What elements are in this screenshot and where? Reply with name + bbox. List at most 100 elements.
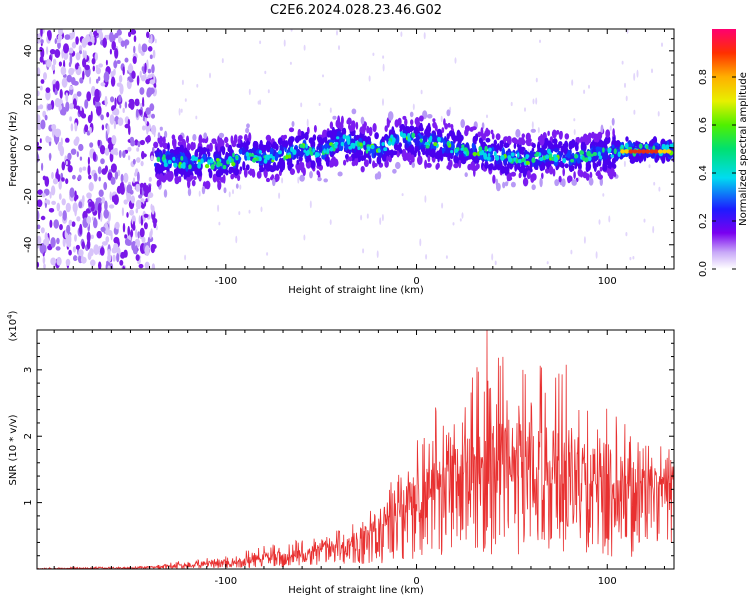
signal-peak — [624, 149, 630, 154]
signal-core — [425, 144, 430, 149]
noise-speck — [140, 75, 146, 82]
faint-speck — [368, 75, 371, 82]
signal-core — [437, 136, 441, 143]
faint-speck — [264, 70, 267, 75]
signal-speck — [613, 141, 619, 146]
signal-speck — [541, 172, 544, 179]
noise-speck — [95, 101, 101, 107]
noise-speck — [134, 245, 138, 255]
x-tick-label: 0 — [413, 276, 419, 287]
noise-speck — [64, 34, 71, 40]
faint-speck — [283, 39, 286, 47]
signal-speck — [504, 181, 509, 187]
noise-speck — [61, 49, 64, 59]
noise-speck — [123, 172, 129, 183]
signal-speck — [277, 161, 281, 169]
signal-core — [336, 136, 340, 140]
faint-speck — [609, 125, 612, 131]
signal-speck — [471, 126, 477, 131]
signal-speck — [513, 143, 517, 149]
signal-speck — [192, 134, 197, 141]
signal-speck — [301, 168, 305, 173]
signal-speck — [360, 116, 365, 125]
signal-speck — [453, 162, 459, 169]
noise-speck — [110, 96, 115, 103]
signal-speck — [283, 134, 287, 139]
noise-speck — [126, 184, 133, 194]
signal-speck — [491, 166, 497, 171]
signal-core — [265, 154, 270, 160]
noise-speck — [124, 238, 130, 246]
signal-speck — [526, 170, 531, 180]
signal-core — [424, 141, 430, 146]
signal-core — [362, 141, 366, 146]
signal-speck — [309, 171, 313, 179]
faint-speck — [412, 103, 415, 111]
signal-core — [645, 145, 649, 150]
signal-speck — [410, 154, 415, 163]
noise-speck — [69, 187, 75, 198]
signal-speck — [474, 157, 480, 164]
noise-speck — [151, 263, 156, 269]
noise-speck — [146, 59, 149, 71]
signal-core — [258, 150, 262, 154]
noise-speck — [75, 52, 81, 61]
noise-speck — [120, 173, 124, 183]
signal-core — [226, 160, 230, 165]
signal-speck — [351, 120, 356, 130]
signal-core — [340, 141, 345, 147]
signal-core — [494, 155, 500, 161]
signal-speck — [477, 131, 482, 138]
noise-speck — [93, 172, 98, 182]
noise-speck — [97, 139, 101, 147]
faint-speck — [281, 177, 284, 184]
noise-speck — [40, 227, 45, 234]
noise-speck — [151, 124, 157, 135]
noise-speck — [128, 102, 133, 109]
signal-core — [357, 146, 361, 151]
signal-core — [428, 137, 432, 143]
faint-speck — [531, 121, 534, 129]
faint-speck — [260, 206, 263, 213]
signal-speck — [522, 177, 529, 187]
signal-speck — [598, 141, 603, 148]
signal-speck — [414, 129, 420, 134]
noise-speck — [144, 62, 147, 73]
signal-core — [232, 152, 235, 158]
noise-speck — [107, 124, 110, 135]
noise-speck — [59, 224, 63, 231]
signal-speck — [158, 175, 162, 186]
faint-speck — [181, 79, 184, 85]
y-tick-label: 2 — [23, 433, 34, 439]
signal-speck — [604, 150, 609, 160]
noise-speck — [76, 91, 82, 97]
noise-speck — [56, 168, 59, 177]
signal-speck — [161, 175, 167, 183]
signal-speck — [453, 156, 458, 164]
noise-speck — [84, 64, 90, 71]
signal-speck — [583, 172, 587, 179]
signal-peak — [632, 149, 638, 154]
noise-speck — [37, 199, 43, 208]
noise-speck — [44, 114, 48, 121]
noise-speck — [148, 184, 152, 193]
noise-speck — [138, 194, 143, 199]
signal-speck — [233, 167, 239, 176]
noise-speck — [151, 113, 155, 119]
signal-speck — [157, 132, 161, 139]
noise-speck — [136, 147, 140, 152]
noise-speck — [60, 109, 66, 116]
signal-speck — [419, 122, 423, 131]
noise-speck — [39, 56, 44, 63]
signal-peak — [636, 149, 642, 154]
noise-speck — [135, 183, 141, 192]
signal-speck — [266, 177, 270, 183]
signal-core — [478, 146, 483, 152]
signal-speck — [363, 154, 367, 160]
faint-speck — [266, 252, 269, 256]
signal-core — [246, 156, 251, 161]
signal-core — [222, 165, 227, 170]
signal-core — [381, 142, 385, 147]
noise-speck — [55, 81, 59, 89]
noise-speck — [84, 99, 89, 109]
